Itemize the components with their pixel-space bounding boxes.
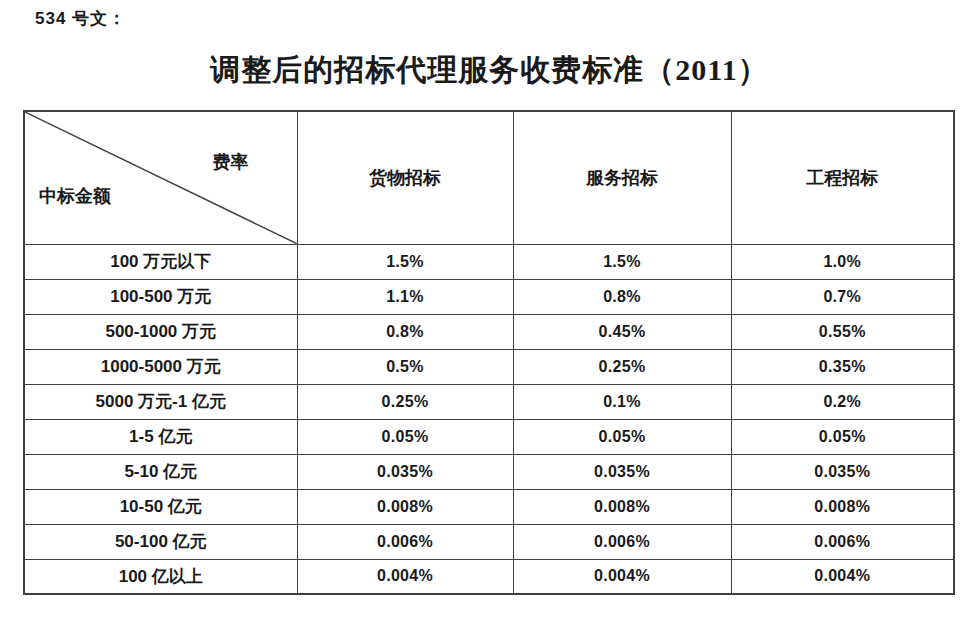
corner-label-amount: 中标金额 [39,184,111,208]
rate-engineering: 0.004% [731,559,954,594]
table-row: 1-5 亿元 0.05% 0.05% 0.05% [24,419,954,454]
amount-range: 100 亿以上 [24,559,297,594]
rate-services: 1.5% [513,244,731,279]
rate-services: 0.1% [513,384,731,419]
rate-engineering: 0.7% [731,279,954,314]
amount-range: 50-100 亿元 [24,524,297,559]
amount-range: 5-10 亿元 [24,454,297,489]
rate-engineering: 0.35% [731,349,954,384]
column-header-services: 服务招标 [513,111,731,244]
rate-goods: 0.008% [297,489,513,524]
rate-services: 0.008% [513,489,731,524]
rate-services: 0.25% [513,349,731,384]
table-row: 100-500 万元 1.1% 0.8% 0.7% [24,279,954,314]
rate-goods: 0.035% [297,454,513,489]
amount-range: 10-50 亿元 [24,489,297,524]
rate-goods: 1.1% [297,279,513,314]
page-title: 调整后的招标代理服务收费标准（2011） [0,50,979,91]
rate-services: 0.05% [513,419,731,454]
rate-services: 0.45% [513,314,731,349]
rate-engineering: 0.55% [731,314,954,349]
amount-range: 500-1000 万元 [24,314,297,349]
amount-range: 100-500 万元 [24,279,297,314]
rate-engineering: 1.0% [731,244,954,279]
rate-goods: 0.8% [297,314,513,349]
table-row: 10-50 亿元 0.008% 0.008% 0.008% [24,489,954,524]
fee-rate-table: 费率 中标金额 货物招标 服务招标 工程招标 100 万元以下 1.5% 1.5… [23,110,955,595]
rate-engineering: 0.006% [731,524,954,559]
rate-engineering: 0.2% [731,384,954,419]
rate-goods: 0.004% [297,559,513,594]
table-row: 1000-5000 万元 0.5% 0.25% 0.35% [24,349,954,384]
table-row: 50-100 亿元 0.006% 0.006% 0.006% [24,524,954,559]
table-row: 100 万元以下 1.5% 1.5% 1.0% [24,244,954,279]
rate-engineering: 0.05% [731,419,954,454]
amount-range: 5000 万元-1 亿元 [24,384,297,419]
column-header-engineering: 工程招标 [731,111,954,244]
rate-goods: 1.5% [297,244,513,279]
corner-label-rate: 费率 [213,150,249,174]
table-row: 5000 万元-1 亿元 0.25% 0.1% 0.2% [24,384,954,419]
rate-services: 0.035% [513,454,731,489]
rate-engineering: 0.035% [731,454,954,489]
rate-goods: 0.5% [297,349,513,384]
rate-services: 0.004% [513,559,731,594]
table-row: 100 亿以上 0.004% 0.004% 0.004% [24,559,954,594]
rate-goods: 0.25% [297,384,513,419]
amount-range: 100 万元以下 [24,244,297,279]
rate-engineering: 0.008% [731,489,954,524]
amount-range: 1000-5000 万元 [24,349,297,384]
diagonal-divider-line [25,112,297,244]
rate-goods: 0.006% [297,524,513,559]
rate-goods: 0.05% [297,419,513,454]
amount-range: 1-5 亿元 [24,419,297,454]
table-row: 5-10 亿元 0.035% 0.035% 0.035% [24,454,954,489]
column-header-goods: 货物招标 [297,111,513,244]
rate-services: 0.006% [513,524,731,559]
table-row: 500-1000 万元 0.8% 0.45% 0.55% [24,314,954,349]
table-header-row: 费率 中标金额 货物招标 服务招标 工程招标 [24,111,954,244]
diagonal-corner-cell: 费率 中标金额 [24,111,297,244]
rate-services: 0.8% [513,279,731,314]
doc-number: 534 号文： [35,7,126,30]
